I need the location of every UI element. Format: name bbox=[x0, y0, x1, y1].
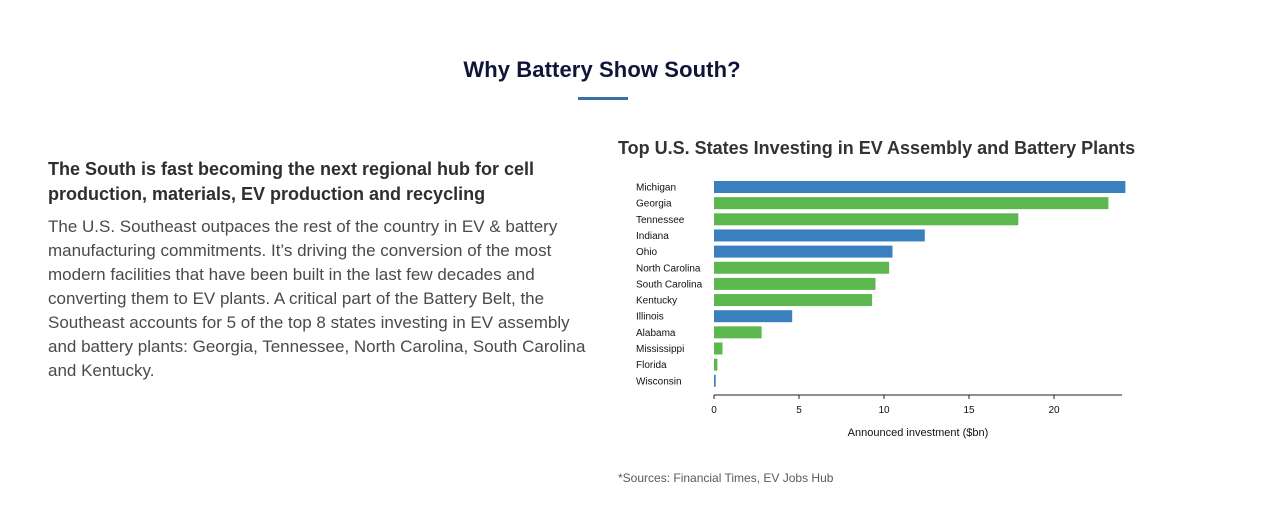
category-label: Ohio bbox=[636, 247, 658, 258]
bar-mississippi bbox=[714, 342, 723, 355]
lead-heading: The South is fast becoming the next regi… bbox=[48, 159, 535, 204]
category-label: Wisconsin bbox=[636, 376, 682, 387]
category-label: Alabama bbox=[636, 328, 676, 339]
bar-wisconsin bbox=[714, 374, 716, 387]
bar-indiana bbox=[714, 229, 925, 242]
bar-kentucky bbox=[714, 294, 873, 307]
x-tick-label: 20 bbox=[1048, 405, 1060, 416]
x-axis-title: Announced investment ($bn) bbox=[848, 427, 989, 439]
x-axis: 0 5 10 15 20 Announced investment ($bn) bbox=[711, 394, 1122, 439]
category-label: Kentucky bbox=[636, 296, 677, 307]
bar-florida bbox=[714, 358, 718, 371]
category-label: North Carolina bbox=[636, 263, 701, 274]
section-title: Why Battery Show South? bbox=[463, 57, 741, 82]
category-label: Georgia bbox=[636, 199, 672, 210]
category-label: Illinois bbox=[636, 312, 664, 323]
bars bbox=[714, 181, 1126, 387]
x-tick-label: 0 bbox=[711, 405, 717, 416]
category-label: Michigan bbox=[636, 183, 676, 194]
chart-title: Top U.S. States Investing in EV Assembly… bbox=[618, 138, 1136, 158]
sources-note: *Sources: Financial Times, EV Jobs Hub bbox=[618, 471, 834, 485]
x-tick-label: 5 bbox=[796, 405, 802, 416]
title-underline bbox=[578, 97, 628, 100]
x-tick-label: 15 bbox=[963, 405, 975, 416]
category-label: Tennessee bbox=[636, 215, 685, 226]
category-label: Florida bbox=[636, 360, 667, 371]
bar-michigan bbox=[714, 181, 1126, 193]
bar-north-carolina bbox=[714, 261, 890, 274]
category-label: South Carolina bbox=[636, 279, 703, 290]
bar-alabama bbox=[714, 326, 762, 339]
intro-text-block: The South is fast becoming the next regi… bbox=[48, 157, 593, 383]
category-label: Mississippi bbox=[636, 344, 684, 355]
investment-bar-chart: Michigan Georgia Tennessee Indiana Ohio North… bbox=[636, 181, 1126, 439]
bar-illinois bbox=[714, 310, 793, 323]
bar-tennessee bbox=[714, 213, 1019, 226]
bar-ohio bbox=[714, 245, 893, 258]
bar-georgia bbox=[714, 197, 1109, 210]
category-labels: Michigan Georgia Tennessee Indiana Ohio North… bbox=[636, 183, 703, 388]
x-tick-label: 10 bbox=[878, 405, 890, 416]
bar-south-carolina bbox=[714, 277, 876, 290]
category-label: Indiana bbox=[636, 231, 669, 242]
body-paragraph: The U.S. Southeast outpaces the rest of … bbox=[48, 217, 586, 380]
